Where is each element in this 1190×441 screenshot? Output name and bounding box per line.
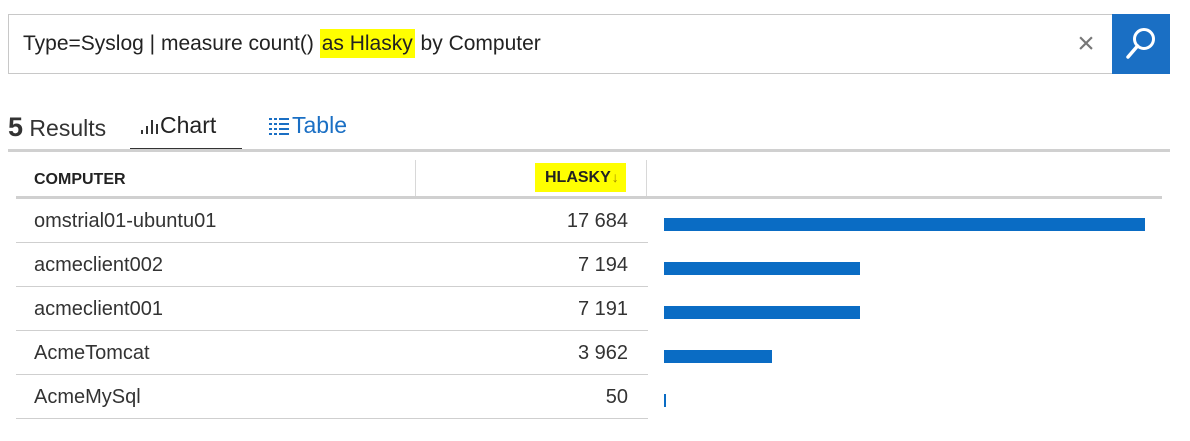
computer-cell: acmeclient002 bbox=[34, 254, 163, 276]
column-header-hlasky-label: HLASKY bbox=[545, 169, 611, 186]
bar-acmeclient001[interactable] bbox=[664, 306, 860, 319]
column-divider[interactable] bbox=[646, 160, 647, 196]
magnifier-icon bbox=[1126, 28, 1155, 59]
tab-table[interactable]: Table bbox=[268, 106, 378, 150]
tab-chart-label: Chart bbox=[160, 112, 217, 138]
table-row[interactable]: AcmeTomcat 3 962 bbox=[16, 331, 648, 375]
search-query-input[interactable]: Type=Syslog | measure count() as Hlasky … bbox=[23, 29, 541, 58]
table-row[interactable]: omstrial01-ubuntu01 17 684 bbox=[16, 199, 648, 243]
computer-cell: AcmeMySql bbox=[34, 386, 141, 408]
query-text-after: by Computer bbox=[414, 32, 541, 55]
results-count: 5 Results bbox=[8, 112, 106, 143]
results-tabs: 5 Results Chart Table bbox=[8, 106, 1170, 151]
table-icon bbox=[269, 118, 289, 135]
bar-chart-icon bbox=[141, 120, 158, 134]
tabs-divider bbox=[8, 149, 1170, 152]
sort-descending-icon: ↓ bbox=[611, 169, 619, 185]
search-bar: Type=Syslog | measure count() as Hlasky … bbox=[8, 14, 1170, 74]
tab-table-label: Table bbox=[292, 112, 347, 138]
column-header-hlasky[interactable]: HLASKY↓ bbox=[535, 163, 626, 192]
column-header-computer[interactable]: COMPUTER bbox=[34, 171, 126, 188]
column-divider[interactable] bbox=[415, 160, 416, 196]
search-button[interactable] bbox=[1112, 14, 1170, 74]
hlasky-cell: 17 684 bbox=[566, 210, 628, 232]
table-header: COMPUTER HLASKY↓ bbox=[16, 160, 1162, 199]
bar-acmemysql[interactable] bbox=[664, 394, 666, 407]
query-text-before: Type=Syslog | measure count() bbox=[23, 32, 320, 55]
hlasky-cell: 3 962 bbox=[577, 342, 628, 364]
hlasky-cell: 50 bbox=[605, 386, 628, 408]
table-row[interactable]: AcmeMySql 50 bbox=[16, 375, 648, 419]
table-row[interactable]: acmeclient002 7 194 bbox=[16, 243, 648, 287]
results-count-label: Results bbox=[23, 115, 107, 141]
header-divider bbox=[16, 196, 1162, 199]
clear-icon[interactable]: × bbox=[1077, 27, 1095, 60]
computer-cell: acmeclient001 bbox=[34, 298, 163, 320]
computer-cell: omstrial01-ubuntu01 bbox=[34, 210, 217, 232]
hlasky-cell: 7 194 bbox=[577, 254, 628, 276]
computer-cell: AcmeTomcat bbox=[34, 342, 150, 364]
hlasky-cell: 7 191 bbox=[577, 298, 628, 320]
bar-acmeclient002[interactable] bbox=[664, 262, 860, 275]
bar-acmetomcat[interactable] bbox=[664, 350, 772, 363]
tab-chart[interactable]: Chart bbox=[130, 106, 242, 151]
query-highlight: as Hlasky bbox=[319, 29, 415, 58]
results-count-number: 5 bbox=[8, 112, 24, 142]
bar-omstrial01-ubuntu01[interactable] bbox=[664, 218, 1145, 231]
table-row[interactable]: acmeclient001 7 191 bbox=[16, 287, 648, 331]
